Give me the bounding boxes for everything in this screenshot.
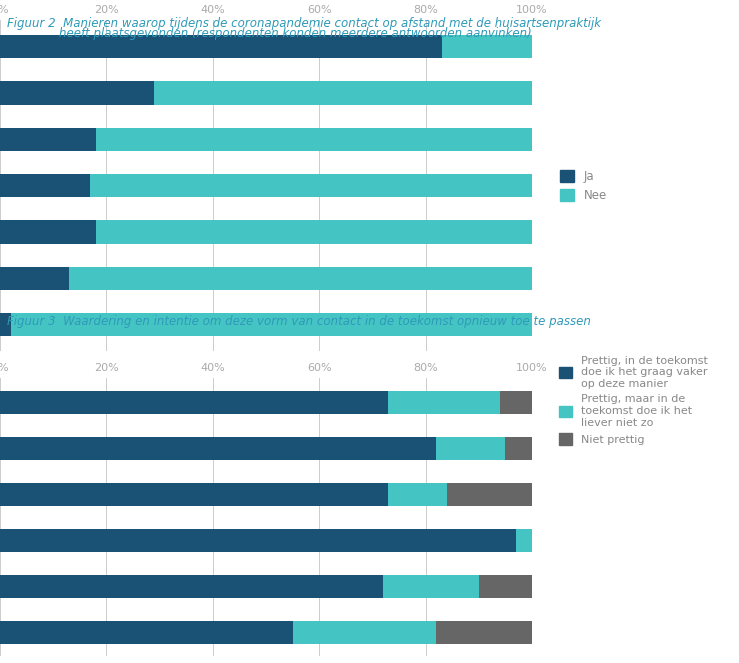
Text: Figuur 2  Manieren waarop tijdens de coronapandemie contact op afstand met de hu: Figuur 2 Manieren waarop tijdens de coro… bbox=[7, 17, 602, 30]
Bar bbox=[389, 391, 500, 414]
Bar bbox=[516, 528, 532, 552]
Bar bbox=[0, 391, 389, 414]
Bar bbox=[0, 621, 293, 644]
Bar bbox=[389, 483, 447, 506]
Bar bbox=[0, 82, 154, 105]
Bar bbox=[479, 575, 532, 597]
Bar bbox=[0, 220, 96, 243]
Bar bbox=[154, 82, 532, 105]
Legend: Ja, Nee: Ja, Nee bbox=[554, 164, 613, 208]
Legend: Prettig, in de toekomst
doe ik het graag vaker
op deze manier, Prettig, maar in : Prettig, in de toekomst doe ik het graag… bbox=[554, 350, 714, 450]
Bar bbox=[500, 391, 532, 414]
Bar bbox=[0, 483, 389, 506]
Bar bbox=[0, 128, 96, 151]
Bar bbox=[442, 35, 532, 58]
Bar bbox=[0, 313, 10, 336]
Bar bbox=[10, 313, 532, 336]
Bar bbox=[436, 437, 505, 459]
Bar bbox=[383, 575, 479, 597]
Bar bbox=[69, 267, 532, 290]
Bar bbox=[0, 267, 69, 290]
Text: heeft plaatsgevonden (respondenten konden meerdere antwoorden aanvinken): heeft plaatsgevonden (respondenten konde… bbox=[59, 27, 532, 40]
Bar bbox=[90, 174, 532, 197]
Text: Figuur 3  Waardering en intentie om deze vorm van contact in de toekomst opnieuw: Figuur 3 Waardering en intentie om deze … bbox=[7, 315, 591, 328]
Bar bbox=[0, 174, 90, 197]
Bar bbox=[293, 621, 436, 644]
Bar bbox=[96, 128, 532, 151]
Bar bbox=[0, 437, 436, 459]
Bar bbox=[0, 575, 383, 597]
Bar bbox=[505, 437, 532, 459]
Bar bbox=[0, 528, 516, 552]
Bar bbox=[96, 220, 532, 243]
Bar bbox=[436, 621, 532, 644]
Bar bbox=[447, 483, 532, 506]
Bar bbox=[0, 35, 442, 58]
